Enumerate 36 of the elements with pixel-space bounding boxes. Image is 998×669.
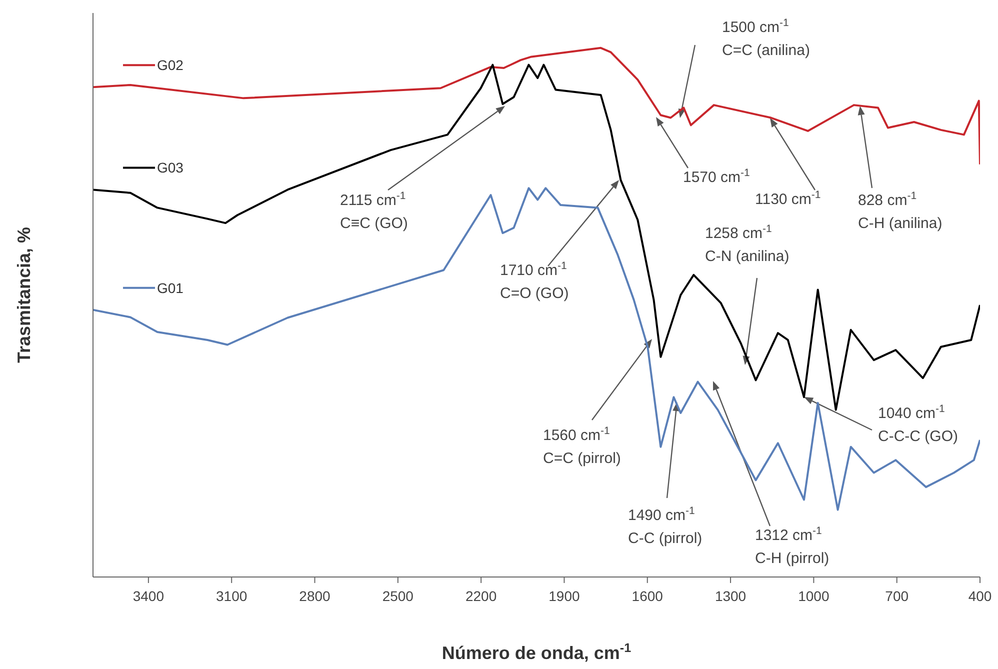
x-tick-label: 1900 xyxy=(548,588,580,604)
annotation: 1570 cm$^{-1}$ xyxy=(683,167,750,186)
x-tick-label: 3400 xyxy=(132,588,164,604)
annotation: 1312 cm$^{-1}$ xyxy=(755,525,822,544)
x-tick-label: 1600 xyxy=(632,588,664,604)
annotation: C-N (anilina) xyxy=(705,248,790,265)
annotation: C=C (anilina) xyxy=(722,42,810,59)
annotation: C≡C (GO) xyxy=(340,215,408,232)
annotation: 1040 cm$^{-1}$ xyxy=(878,403,946,422)
annotation: C-H (pirrol) xyxy=(755,550,830,567)
x-tick-label: 400 xyxy=(968,588,992,604)
annotation: C=C (pirrol) xyxy=(543,450,621,467)
legend-label: G01 xyxy=(157,280,184,296)
x-tick-label: 3100 xyxy=(216,588,248,604)
x-tick-label: 1300 xyxy=(714,588,746,604)
text: 1500 cm$^{-1}$ xyxy=(722,17,790,36)
x-tick-label: 1000 xyxy=(798,588,830,604)
annotation: 1560 cm$^{-1}$ xyxy=(543,425,610,444)
x-tick-label: 700 xyxy=(885,588,909,604)
annotation: 2115 cm$^{-1}$ xyxy=(340,190,406,209)
annotation: 1258 cm$^{-1}$ xyxy=(705,223,772,242)
annotation: C=O (GO) xyxy=(500,285,569,302)
x-tick-label: 2800 xyxy=(299,588,331,604)
annotation: 828 cm$^{-1}$ xyxy=(858,190,917,209)
annotation: 1130 cm$^{-1}$ xyxy=(755,189,821,208)
y-axis-title: Trasmitancia, % xyxy=(14,226,34,364)
x-tick-label: 2200 xyxy=(465,588,497,604)
annotation: 1710 cm$^{-1}$ xyxy=(500,260,568,279)
annotation: C-C-C (GO) xyxy=(878,428,958,445)
legend-label: G02 xyxy=(157,57,184,74)
annotation: 1490 cm$^{-1}$ xyxy=(628,505,696,524)
x-tick-label: 2500 xyxy=(382,588,414,604)
annotation: C-C (pirrol) xyxy=(628,530,702,547)
annotation: C-H (anilina) xyxy=(858,215,942,232)
x-axis-title: Número de onda, cm$^{-1}$ xyxy=(442,641,632,663)
legend-label: G03 xyxy=(157,160,184,176)
